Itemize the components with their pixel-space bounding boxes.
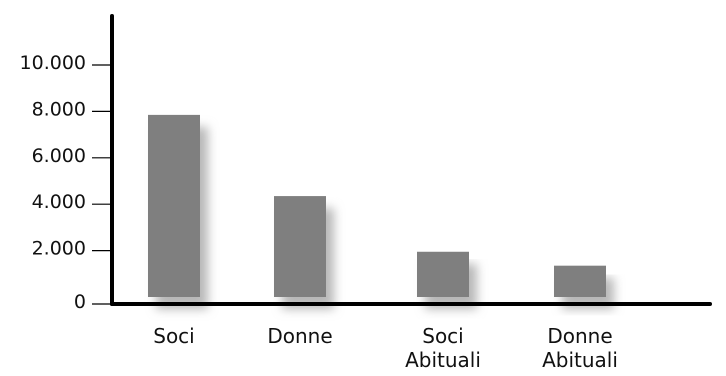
bar bbox=[274, 196, 326, 297]
x-category-label: Soci bbox=[422, 324, 463, 348]
bar bbox=[554, 265, 606, 297]
y-tick-label: 4.000 bbox=[32, 191, 86, 213]
x-category-label: Abituali bbox=[405, 348, 481, 372]
x-category-label: Donne bbox=[267, 324, 332, 348]
bar bbox=[417, 251, 469, 297]
bars bbox=[148, 114, 606, 297]
y-tick-label: 10.000 bbox=[20, 52, 86, 74]
y-tick-label: 6.000 bbox=[32, 145, 86, 167]
x-category-label: Donne bbox=[547, 324, 612, 348]
y-tick-label: 2.000 bbox=[32, 238, 86, 260]
x-category-label: Abituali bbox=[542, 348, 618, 372]
y-axis-ticks: 0 2.000 4.000 6.000 8.000 10.000 bbox=[20, 52, 112, 313]
x-category-label: Soci bbox=[153, 324, 194, 348]
bar bbox=[148, 114, 200, 297]
y-tick-label: 8.000 bbox=[32, 98, 86, 120]
y-tick-label: 0 bbox=[74, 291, 86, 313]
bar-shadows bbox=[156, 126, 614, 309]
